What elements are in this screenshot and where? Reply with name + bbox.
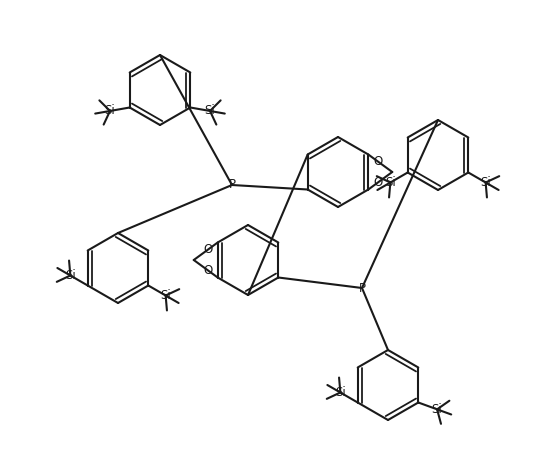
Text: O: O (203, 243, 212, 256)
Text: Si: Si (431, 403, 443, 416)
Text: P: P (358, 282, 365, 294)
Text: O: O (374, 176, 383, 189)
Text: P: P (229, 179, 235, 192)
Text: Si: Si (205, 104, 215, 117)
Text: Si: Si (385, 176, 396, 189)
Text: Si: Si (160, 289, 171, 302)
Text: Si: Si (65, 269, 76, 282)
Text: Si: Si (105, 104, 115, 117)
Text: Si: Si (335, 386, 345, 399)
Text: Si: Si (480, 176, 491, 189)
Text: O: O (374, 155, 383, 168)
Text: O: O (203, 264, 212, 277)
